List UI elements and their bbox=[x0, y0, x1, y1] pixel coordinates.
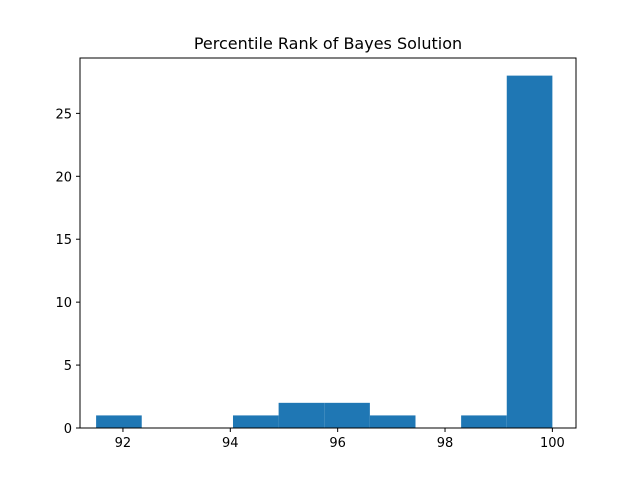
chart-title: Percentile Rank of Bayes Solution bbox=[194, 34, 462, 53]
y-tick-label: 20 bbox=[55, 170, 72, 185]
histogram-bar-8 bbox=[461, 415, 507, 428]
histogram-bar-4 bbox=[278, 402, 325, 428]
y-tick-label: 25 bbox=[55, 107, 72, 122]
histogram-bar-3 bbox=[232, 415, 279, 428]
x-tick-label: 94 bbox=[222, 436, 239, 451]
histogram-bar-6 bbox=[369, 415, 416, 428]
histogram-bar-5 bbox=[324, 402, 370, 428]
histogram-bar-0 bbox=[96, 415, 142, 428]
x-tick-label: 96 bbox=[329, 436, 346, 451]
x-tick-label: 100 bbox=[540, 436, 565, 451]
x-axis-ticks: 92 94 96 98 100 bbox=[115, 428, 565, 451]
x-tick-label: 98 bbox=[437, 436, 454, 451]
axes-frame bbox=[79, 57, 577, 429]
y-tick-label: 15 bbox=[55, 233, 72, 248]
y-tick-label: 10 bbox=[55, 296, 72, 311]
y-axis-ticks: 0 5 10 15 20 25 bbox=[55, 107, 80, 437]
bars-group bbox=[96, 75, 553, 428]
histogram-bar-9 bbox=[506, 75, 553, 428]
y-tick-label: 0 bbox=[64, 422, 72, 437]
x-tick-label: 92 bbox=[115, 436, 132, 451]
y-tick-label: 5 bbox=[64, 359, 72, 374]
